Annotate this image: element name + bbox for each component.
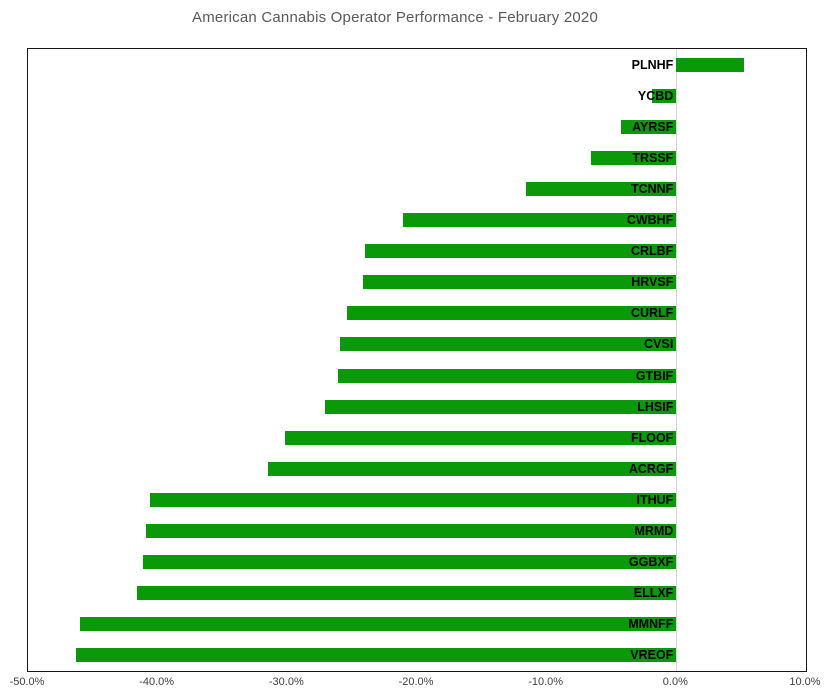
ticker-label-mrmd: MRMD [634,524,674,539]
chart-title: American Cannabis Operator Performance -… [192,9,598,26]
ticker-label-hrvsf: HRVSF [631,275,674,290]
ticker-label-ggbxf: GGBXF [628,555,674,570]
bar-acrgf [267,461,677,476]
bar-mrmd [145,524,677,539]
ticker-label-plnhf: PLNHF [631,57,674,72]
bar-lhsif [324,399,677,414]
bar-ayrsf [620,119,677,134]
x-tick-label: -30.0% [268,676,304,688]
zero-axis-line [675,49,677,671]
ticker-label-ycbd: YCBD [637,88,674,103]
bar-cwbhf [402,213,677,228]
ticker-label-gtbif: GTBIF [635,368,674,383]
ticker-label-lhsif: LHSIF [637,399,674,414]
ticker-label-ayrsf: AYRSF [632,119,674,134]
x-tick-label: -50.0% [9,676,45,688]
x-tick-label: 0.0% [662,676,688,688]
bar-curlf [346,306,677,321]
bar-crlbf [365,244,677,259]
ticker-label-cwbhf: CWBHF [626,213,674,228]
x-tick-label: -40.0% [139,676,175,688]
ticker-label-ellxf: ELLXF [633,586,674,601]
ticker-label-cvsi: CVSI [644,337,674,352]
bar-ycbd [651,88,677,103]
bar-gtbif [337,368,677,383]
bar-tcnnf [525,181,677,196]
plot-area: PLNHF YCBD AYRSF TRSSF TCNNF CWBHF CRLBF HRVSF C… [27,48,807,672]
bar-vreof [75,648,677,663]
bar-plnhf [676,57,744,72]
ticker-label-curlf: CURLF [630,306,674,321]
ticker-label-acrgf: ACRGF [628,461,674,476]
ticker-label-crlbf: CRLBF [630,244,674,259]
x-tick-label: -10.0% [528,676,564,688]
ticker-label-trssf: TRSSF [632,150,674,165]
ticker-label-mmnff: MMNFF [628,617,674,632]
ticker-label-tcnnf: TCNNF [630,181,674,196]
x-tick-label: 10.0% [789,676,821,688]
x-tick-label: -20.0% [398,676,434,688]
bar-ggbxf [143,555,677,570]
ticker-label-vreof: VREOF [630,648,674,663]
bar-ellxf [136,586,677,601]
bar-floof [284,430,677,445]
bar-ithuf [149,492,677,507]
bar-hrvsf [362,275,677,290]
bar-cvsi [340,337,677,352]
ticker-label-ithuf: ITHUF [636,492,674,507]
bar-mmnff [79,617,677,632]
ticker-label-floof: FLOOF [630,430,674,445]
bar-trssf [590,150,677,165]
